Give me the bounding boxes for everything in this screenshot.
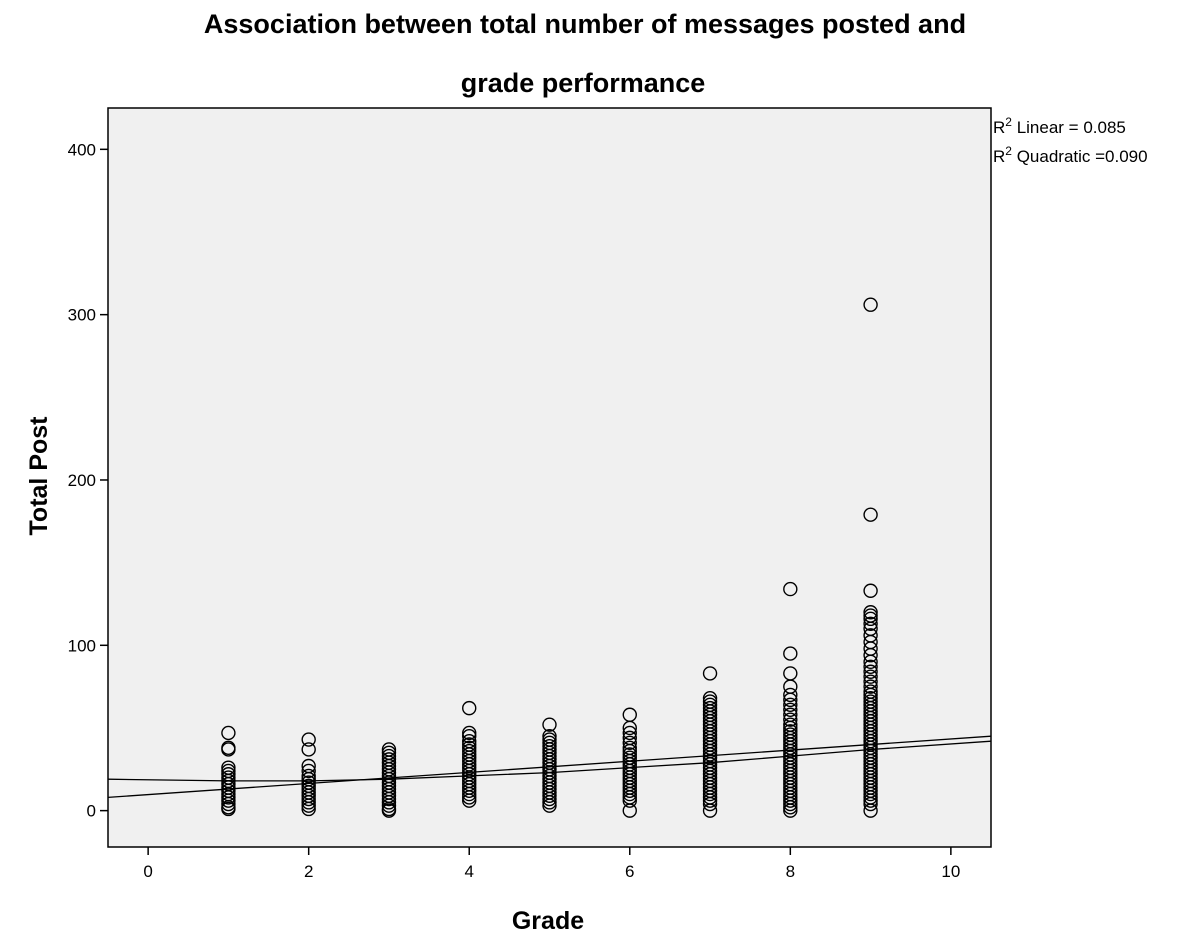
data-point bbox=[301, 732, 316, 747]
data-point bbox=[301, 742, 316, 757]
data-point bbox=[863, 669, 878, 684]
data-point bbox=[863, 803, 878, 818]
y-tick-label: 300 bbox=[68, 306, 96, 325]
data-point bbox=[702, 666, 718, 681]
data-point bbox=[221, 796, 236, 812]
data-point bbox=[783, 793, 798, 808]
data-point bbox=[542, 795, 557, 810]
data-point bbox=[301, 763, 316, 779]
data-point bbox=[863, 793, 878, 808]
data-point bbox=[783, 796, 798, 812]
y-axis-title: Total Post bbox=[25, 416, 53, 536]
data-point bbox=[622, 786, 637, 802]
data-point bbox=[783, 702, 798, 717]
x-axis-title: Grade bbox=[512, 907, 584, 935]
y-tick-label: 0 bbox=[87, 802, 96, 821]
data-point bbox=[221, 742, 236, 757]
data-point bbox=[301, 795, 316, 810]
data-point bbox=[381, 795, 397, 810]
data-point bbox=[863, 679, 878, 694]
data-point bbox=[542, 717, 557, 732]
data-point bbox=[863, 297, 878, 312]
y-tick-label: 200 bbox=[68, 471, 96, 490]
x-axis: 0 2 4 6 8 10 bbox=[143, 847, 960, 881]
data-point bbox=[702, 793, 718, 808]
data-point bbox=[702, 803, 718, 818]
x-tick-label: 4 bbox=[464, 862, 473, 881]
data-point bbox=[301, 798, 316, 813]
data-point bbox=[863, 659, 878, 674]
data-point bbox=[863, 507, 878, 522]
data-point bbox=[622, 735, 637, 751]
data-point bbox=[783, 581, 798, 597]
data-points bbox=[221, 297, 878, 818]
x-tick-label: 2 bbox=[304, 862, 313, 881]
data-point bbox=[301, 801, 316, 817]
data-point bbox=[863, 786, 878, 802]
data-point bbox=[783, 692, 798, 708]
data-point bbox=[702, 796, 718, 812]
x-tick-label: 10 bbox=[941, 862, 960, 881]
r2-quadratic-annotation: R2 Quadratic =0.090 bbox=[993, 144, 1148, 166]
data-point bbox=[542, 788, 557, 803]
data-point bbox=[783, 712, 798, 727]
data-point bbox=[622, 783, 637, 798]
data-point bbox=[381, 791, 397, 807]
chart-title-line2: grade performance bbox=[461, 68, 706, 98]
data-point bbox=[381, 798, 397, 813]
x-tick-label: 6 bbox=[625, 862, 634, 881]
data-point bbox=[863, 648, 878, 663]
data-point bbox=[783, 800, 798, 815]
y-tick-label: 100 bbox=[68, 636, 96, 655]
data-point bbox=[783, 687, 798, 703]
data-point bbox=[863, 616, 878, 632]
x-tick-label: 8 bbox=[786, 862, 795, 881]
y-tick-label: 400 bbox=[68, 140, 96, 159]
data-point bbox=[221, 801, 236, 817]
data-point bbox=[863, 796, 878, 812]
data-point bbox=[542, 798, 557, 813]
data-point bbox=[462, 786, 477, 802]
data-point bbox=[462, 729, 477, 744]
data-point bbox=[622, 803, 637, 818]
data-point bbox=[301, 791, 316, 807]
plot-area bbox=[107, 107, 992, 848]
data-point bbox=[863, 664, 878, 679]
data-point bbox=[863, 583, 878, 598]
data-point bbox=[462, 783, 477, 798]
data-point bbox=[462, 790, 477, 805]
data-point bbox=[622, 725, 637, 741]
data-point bbox=[221, 793, 236, 808]
data-point bbox=[622, 793, 637, 808]
data-point bbox=[863, 654, 878, 670]
x-tick-label: 0 bbox=[143, 862, 152, 881]
data-point bbox=[462, 725, 477, 741]
r2-linear-annotation: R2 Linear = 0.085 bbox=[993, 115, 1126, 137]
data-point bbox=[381, 803, 397, 818]
data-point bbox=[702, 786, 718, 802]
data-point bbox=[783, 646, 798, 661]
y-axis: 0 100 200 300 400 bbox=[68, 140, 108, 821]
data-point bbox=[863, 605, 878, 620]
data-point bbox=[221, 725, 236, 741]
data-point bbox=[462, 793, 477, 808]
data-point bbox=[783, 697, 798, 713]
chart-title-line1: Association between total number of mess… bbox=[204, 9, 966, 39]
data-point bbox=[622, 720, 637, 736]
data-point bbox=[863, 611, 878, 627]
data-point bbox=[783, 803, 798, 818]
data-point bbox=[462, 700, 477, 716]
data-point bbox=[221, 790, 236, 805]
data-point bbox=[542, 791, 557, 807]
